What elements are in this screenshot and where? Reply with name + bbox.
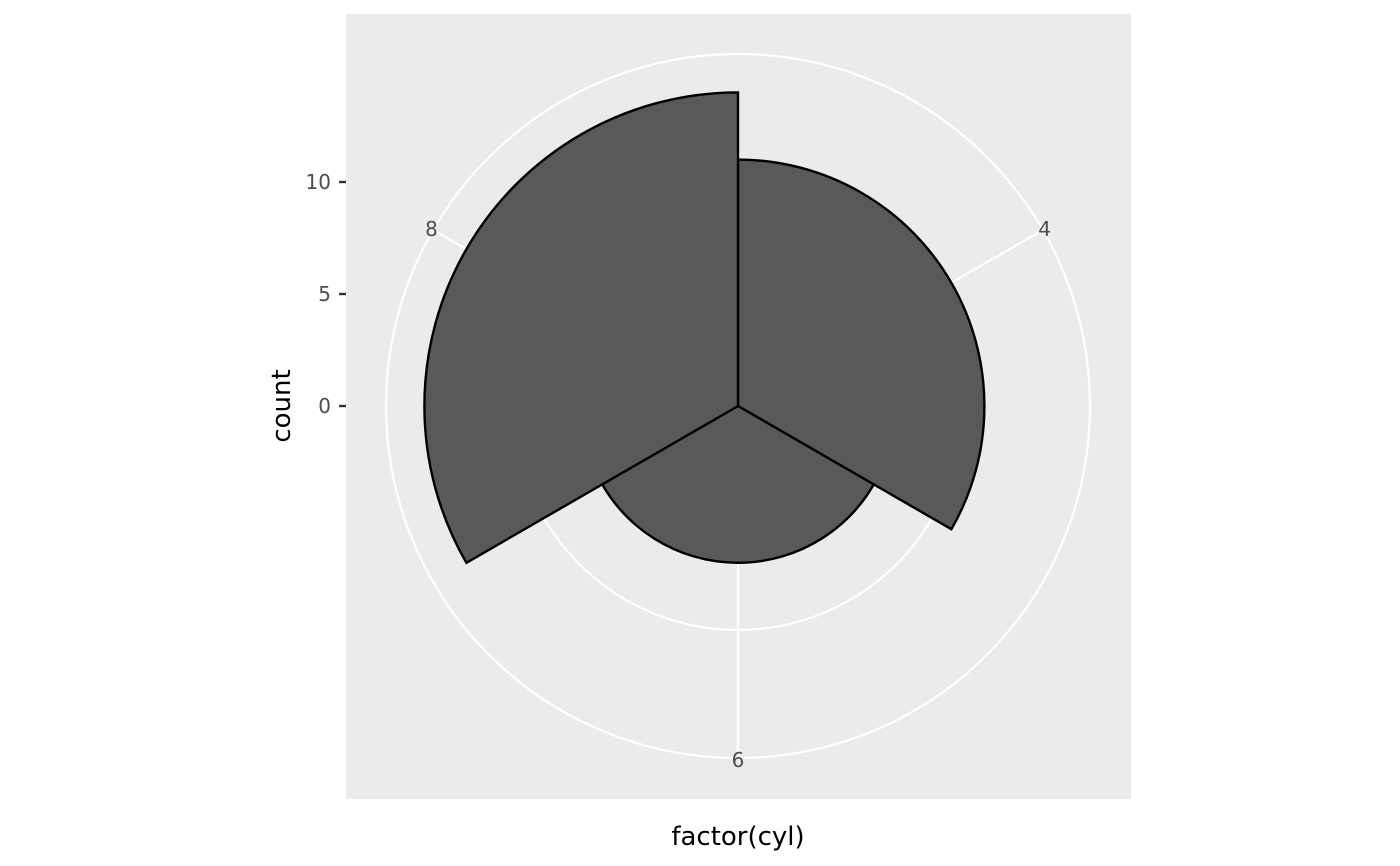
bar-wedge-6 <box>600 404 876 564</box>
y-tick-label-0: 0 <box>318 394 331 418</box>
y-axis-title: count <box>267 369 297 442</box>
category-label-4: 4 <box>1038 217 1051 241</box>
slice-layer <box>423 91 986 565</box>
category-label-8: 8 <box>425 217 438 241</box>
x-axis-title: factor(cyl) <box>671 822 804 852</box>
category-labels: 4 6 8 <box>425 217 1051 772</box>
category-label-6: 6 <box>732 748 745 772</box>
y-tick-label-10: 10 <box>306 170 331 194</box>
bar-wedge-4 <box>736 158 986 531</box>
y-tick-label-5: 5 <box>318 282 331 306</box>
bar-wedge-8 <box>423 91 740 565</box>
y-axis-ticks: 0 5 10 <box>306 170 346 418</box>
